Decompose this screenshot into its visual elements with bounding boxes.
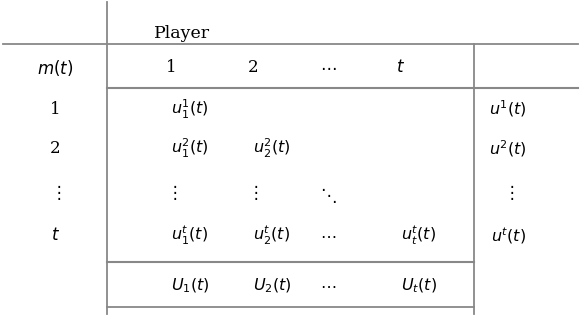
- Text: $u_t^t(t)$: $u_t^t(t)$: [401, 224, 436, 247]
- Text: $u_2^2(t)$: $u_2^2(t)$: [253, 137, 290, 160]
- Text: $\cdots$: $\cdots$: [320, 59, 336, 76]
- Text: Player: Player: [154, 25, 210, 42]
- Text: $t$: $t$: [396, 59, 406, 76]
- Text: $\ddots$: $\ddots$: [320, 186, 336, 205]
- Text: 2: 2: [248, 59, 258, 76]
- Text: $u_1^1(t)$: $u_1^1(t)$: [171, 97, 209, 121]
- Text: $\cdots$: $\cdots$: [320, 227, 336, 244]
- Text: $\vdots$: $\vdots$: [166, 183, 177, 202]
- Text: $U_t(t)$: $U_t(t)$: [401, 277, 437, 295]
- Text: 1: 1: [166, 59, 177, 76]
- Text: $u^2(t)$: $u^2(t)$: [489, 138, 528, 159]
- Text: $u_1^2(t)$: $u_1^2(t)$: [171, 137, 209, 160]
- Text: $U_1(t)$: $U_1(t)$: [171, 277, 210, 295]
- Text: $u_2^t(t)$: $u_2^t(t)$: [253, 224, 290, 247]
- Text: $\cdots$: $\cdots$: [320, 277, 336, 295]
- Text: $\vdots$: $\vdots$: [503, 183, 514, 202]
- Text: 1: 1: [50, 100, 60, 118]
- Text: 2: 2: [50, 140, 60, 157]
- Text: $u_1^t(t)$: $u_1^t(t)$: [171, 224, 209, 247]
- Text: $m(t)$: $m(t)$: [37, 58, 73, 78]
- Text: $\vdots$: $\vdots$: [247, 183, 259, 202]
- Text: $u^t(t)$: $u^t(t)$: [491, 225, 526, 246]
- Text: $u^1(t)$: $u^1(t)$: [489, 99, 528, 119]
- Text: $t$: $t$: [51, 227, 60, 244]
- Text: $\vdots$: $\vdots$: [49, 183, 61, 202]
- Text: $U_2(t)$: $U_2(t)$: [253, 277, 292, 295]
